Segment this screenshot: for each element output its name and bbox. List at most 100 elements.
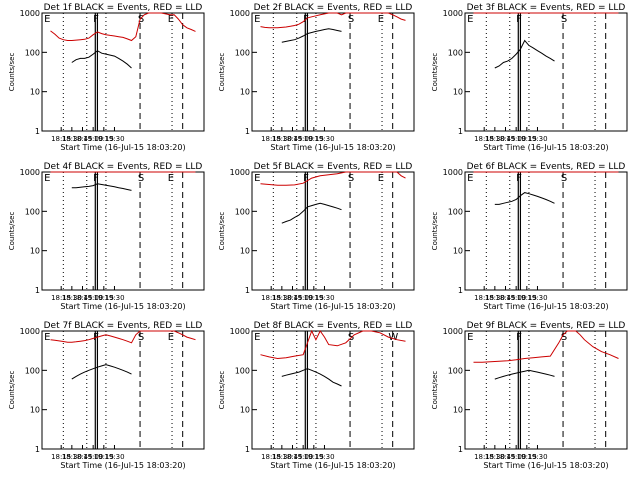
flag-label: F [93, 173, 99, 184]
flag-label: S [138, 173, 144, 184]
y-tick-label: 10 [240, 88, 250, 97]
x-tick-label: 19:15 [517, 294, 537, 302]
x-tick-label: 18:30 [272, 453, 292, 461]
chart-title: Det 5f BLACK = Events, RED = LLD [254, 162, 413, 172]
y-tick-label: 1000 [20, 327, 40, 336]
x-tick-label: 18:15 [474, 294, 494, 302]
x-tick-label: 19:15 [304, 135, 324, 143]
flag-label: E [467, 14, 473, 25]
x-tick-label: 19:30 [314, 453, 334, 461]
y-axis-label: Counts/sec [8, 212, 16, 251]
flag-label: E [168, 332, 174, 343]
series-line [281, 368, 342, 387]
y-tick-label: 1000 [443, 168, 463, 177]
y-axis-label: Counts/sec [431, 371, 439, 410]
y-tick-label: 10 [453, 88, 463, 97]
y-tick-label: 1000 [230, 9, 250, 18]
flag-label: S [561, 332, 567, 343]
x-tick-label: 19:15 [517, 453, 537, 461]
x-tick-label: 19:15 [304, 294, 324, 302]
plot-frame [41, 171, 205, 291]
flag-label: S [348, 173, 354, 184]
x-tick-label: 18:15 [51, 453, 71, 461]
x-tick-label: 19:00 [506, 453, 526, 461]
x-tick-label: 18:30 [485, 135, 505, 143]
series-line [281, 202, 342, 224]
x-tick-label: 19:30 [104, 135, 124, 143]
x-tick-label: 19:00 [293, 294, 313, 302]
chart-title: Det 7f BLACK = Events, RED = LLD [44, 321, 203, 331]
x-tick-label: 19:00 [83, 135, 103, 143]
flag-label: E [254, 173, 260, 184]
y-tick-label: 10 [453, 406, 463, 415]
flag-label: E [168, 14, 174, 25]
y-tick-label: 1 [458, 286, 463, 295]
flag-label: E [44, 332, 50, 343]
series-line [494, 39, 555, 69]
x-axis-label: Start Time (16-Jul-15 18:03:20) [270, 461, 395, 470]
x-tick-label: 19:00 [83, 294, 103, 302]
y-tick-label: 100 [235, 366, 250, 375]
chart-panel: Det 9f BLACK = Events, RED = LLD 1 10 100 10… [431, 321, 628, 470]
x-tick-label: 19:00 [293, 453, 313, 461]
y-tick-label: 1000 [443, 9, 463, 18]
chart-panel: Det 3f BLACK = Events, RED = LLD 1 10 100 10… [431, 3, 628, 152]
plot-frame [251, 330, 415, 450]
x-tick-label: 18:45 [282, 294, 302, 302]
flag-label: S [348, 14, 354, 25]
x-tick-label: 18:15 [474, 135, 494, 143]
y-tick-label: 1 [35, 286, 40, 295]
series-line [260, 12, 406, 29]
y-tick-label: 100 [25, 207, 40, 216]
chart-title: Det 2f BLACK = Events, RED = LLD [254, 3, 413, 13]
plot-frame [251, 12, 415, 132]
plot-frame [41, 12, 205, 132]
y-tick-label: 1 [35, 127, 40, 136]
x-tick-label: 19:00 [506, 294, 526, 302]
flag-label: E [254, 332, 260, 343]
x-tick-label: 19:15 [94, 135, 114, 143]
series-line [71, 183, 132, 191]
flag-label: F [516, 332, 522, 343]
y-tick-label: 1000 [20, 168, 40, 177]
flag-label: F [516, 14, 522, 25]
x-tick-label: 18:45 [495, 453, 515, 461]
series-line [494, 192, 555, 205]
chart-panel: Det 6f BLACK = Events, RED = LLD 1 10 100 10… [431, 162, 628, 311]
y-tick-label: 1000 [443, 327, 463, 336]
series-line [71, 50, 132, 69]
chart-title: Det 4f BLACK = Events, RED = LLD [44, 162, 203, 172]
y-tick-label: 1 [245, 127, 250, 136]
x-tick-label: 18:15 [51, 135, 71, 143]
x-tick-label: 19:30 [104, 294, 124, 302]
series-line [260, 171, 406, 186]
series-line [50, 330, 196, 344]
flag-label: S [138, 332, 144, 343]
series-line [71, 364, 132, 380]
x-tick-label: 18:45 [282, 453, 302, 461]
x-tick-label: 18:30 [272, 135, 292, 143]
chart-panel: Det 2f BLACK = Events, RED = LLD 1 10 100 10… [218, 3, 415, 152]
x-tick-label: 18:15 [261, 135, 281, 143]
chart-panel: Det 5f BLACK = Events, RED = LLD 1 10 100 10… [218, 162, 415, 311]
series-line [494, 369, 555, 380]
x-tick-label: 18:30 [62, 135, 82, 143]
y-tick-label: 10 [30, 247, 40, 256]
x-axis-label: Start Time (16-Jul-15 18:03:20) [270, 302, 395, 311]
y-tick-label: 100 [25, 48, 40, 57]
y-tick-label: 1 [458, 127, 463, 136]
x-tick-label: 19:15 [304, 453, 324, 461]
x-tick-label: 18:15 [261, 294, 281, 302]
x-tick-label: 18:45 [282, 135, 302, 143]
x-tick-label: 18:45 [495, 135, 515, 143]
y-tick-label: 1 [245, 445, 250, 454]
y-tick-label: 1000 [20, 9, 40, 18]
x-tick-label: 19:15 [94, 294, 114, 302]
x-tick-label: 18:30 [62, 294, 82, 302]
chart-panel: Det 4f BLACK = Events, RED = LLD 1 10 100 10… [8, 162, 205, 311]
flag-label: F [303, 173, 309, 184]
x-tick-label: 19:00 [293, 135, 313, 143]
y-tick-label: 100 [25, 366, 40, 375]
x-tick-label: 18:30 [272, 294, 292, 302]
